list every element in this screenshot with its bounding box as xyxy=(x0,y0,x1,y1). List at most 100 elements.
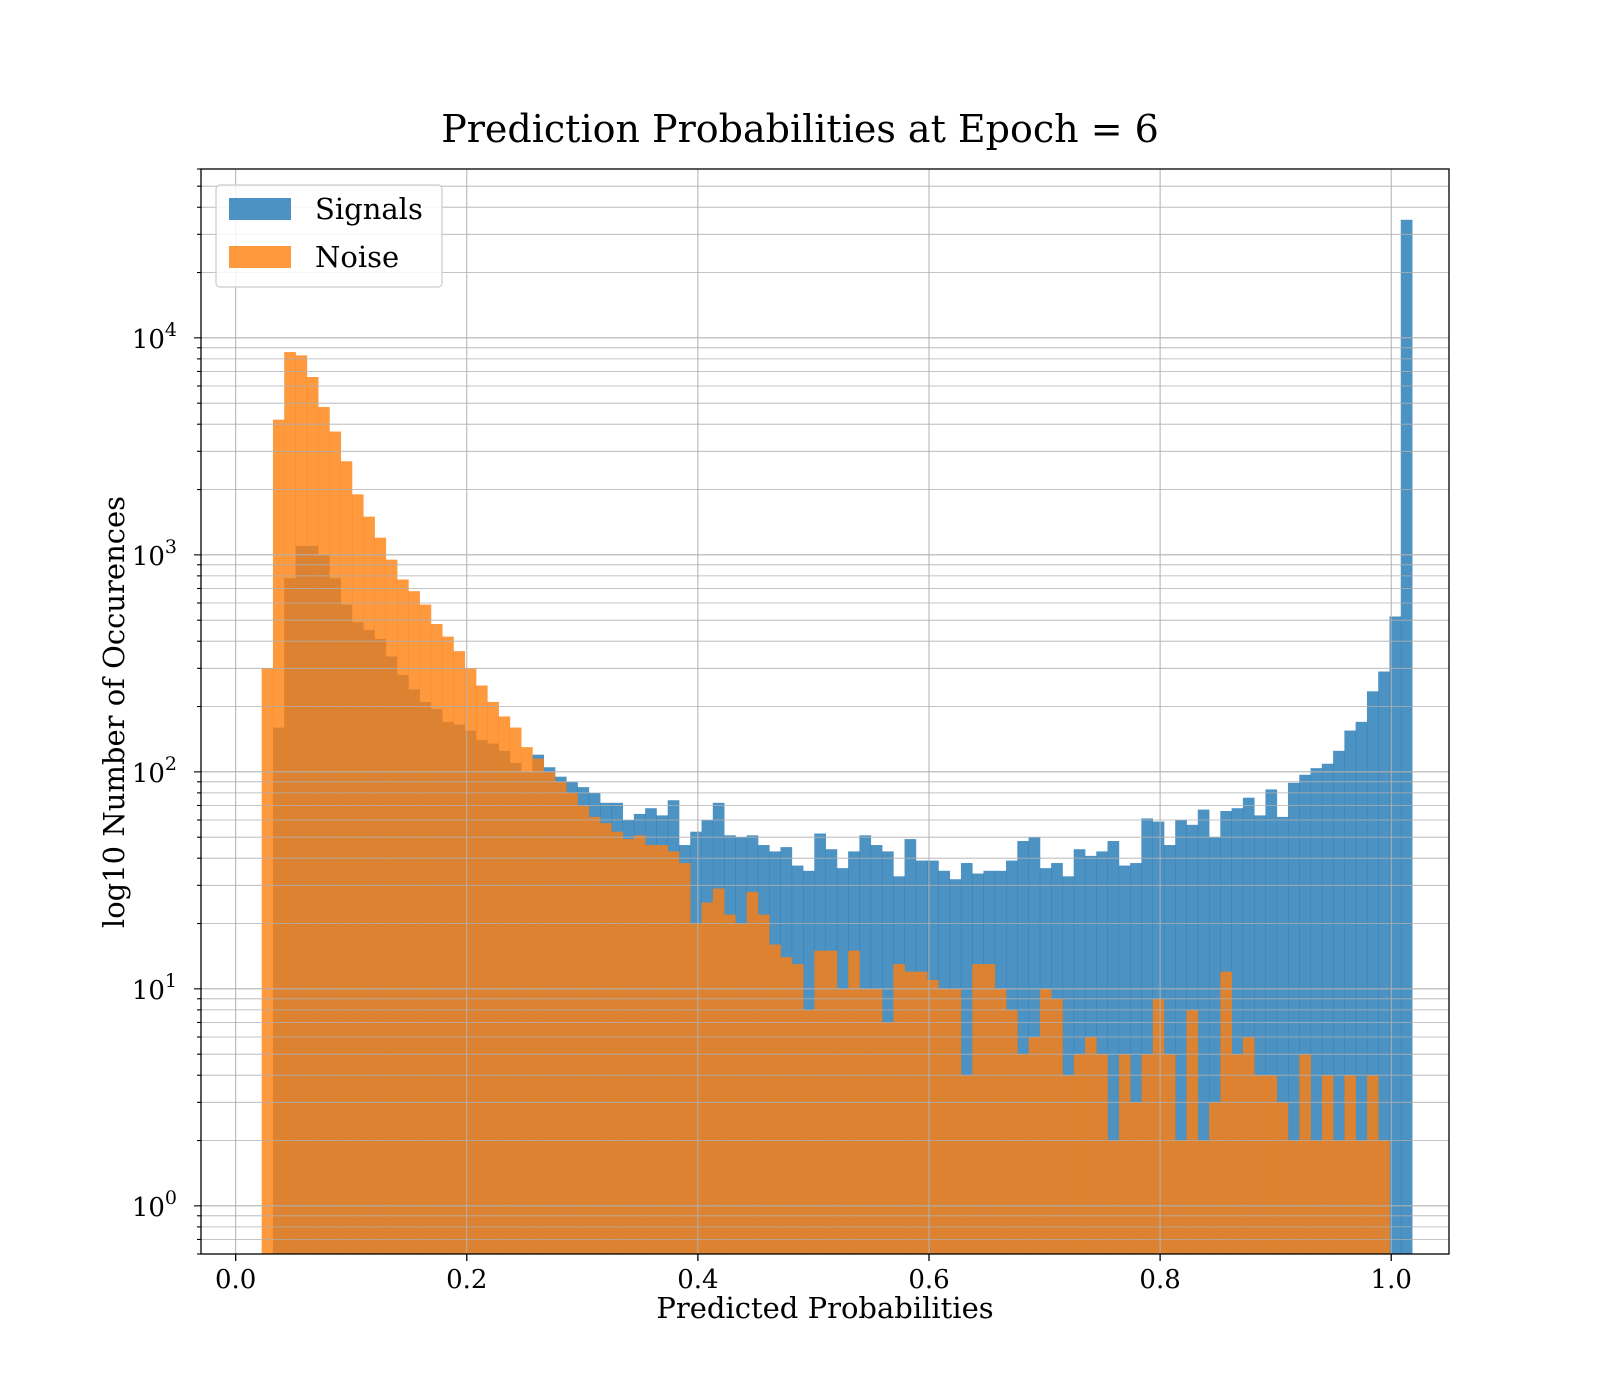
plot-area: 0.0 0.2 0.4 0.6 0.8 1.0 100 101 102 103 104 xyxy=(132,168,1450,1295)
bar-noise xyxy=(1242,1037,1255,1254)
bar-noise xyxy=(532,758,545,1254)
bar-noise xyxy=(1152,998,1165,1254)
x-axis-ticks: 0.0 0.2 0.4 0.6 0.8 1.0 xyxy=(215,1254,1412,1295)
bar-signals xyxy=(1130,863,1142,1254)
bar-noise xyxy=(453,651,466,1254)
bar-signals xyxy=(1276,816,1289,1254)
y-axis-ticks: 100 101 102 103 104 xyxy=(132,168,201,1255)
bar-noise xyxy=(1231,1054,1244,1254)
bar-noise xyxy=(1130,1102,1142,1254)
legend-swatch-noise xyxy=(229,246,291,268)
bar-noise xyxy=(1209,1102,1221,1254)
bar-noise xyxy=(498,716,511,1254)
bar-noise xyxy=(419,604,432,1254)
y-tick-label: 101 xyxy=(132,970,177,1006)
bar-noise xyxy=(656,845,669,1254)
bar-noise xyxy=(397,579,409,1254)
bar-noise xyxy=(645,845,657,1254)
y-tick-label: 100 xyxy=(132,1187,177,1223)
bar-signals xyxy=(960,863,973,1254)
bar-noise xyxy=(509,727,522,1254)
bar-noise xyxy=(408,591,420,1254)
legend: Signals Noise xyxy=(215,184,443,288)
bar-noise xyxy=(960,1075,973,1254)
bar-noise xyxy=(927,979,939,1254)
x-axis-title: Predicted Probabilities xyxy=(656,1291,993,1325)
bar-noise xyxy=(577,805,590,1254)
bar-noise xyxy=(870,988,883,1254)
bar-signals xyxy=(1287,782,1300,1254)
x-tick-label: 0.6 xyxy=(908,1265,949,1295)
bar-noise xyxy=(724,914,736,1254)
y-tick-label: 104 xyxy=(132,319,177,355)
bar-noise xyxy=(329,431,342,1254)
bar-noise xyxy=(566,792,578,1254)
bar-noise xyxy=(1378,1140,1390,1254)
bar-noise xyxy=(1084,1037,1097,1254)
bar-noise xyxy=(746,891,759,1254)
bar-noise xyxy=(972,964,984,1254)
bar-noise xyxy=(1299,1054,1311,1254)
bar-noise xyxy=(757,914,770,1254)
bar-signals xyxy=(1197,809,1210,1254)
bar-signals xyxy=(1254,815,1266,1254)
bar-noise xyxy=(261,668,274,1254)
bar-noise xyxy=(1333,1140,1345,1254)
bar-signals xyxy=(1141,818,1154,1254)
x-tick-label: 0.0 xyxy=(215,1265,256,1295)
bar-signals xyxy=(1389,616,1402,1254)
bar-signals xyxy=(1073,849,1086,1254)
bar-noise xyxy=(1186,1009,1199,1254)
bar-noise xyxy=(1107,1140,1120,1254)
y-axis-title: log10 Number of Occurences xyxy=(97,496,131,928)
bar-signals xyxy=(1231,808,1244,1254)
bar-noise xyxy=(1028,1037,1041,1254)
bar-noise xyxy=(1254,1075,1266,1254)
bar-signals xyxy=(1400,219,1413,1254)
bar-noise xyxy=(701,902,714,1254)
x-tick-label: 1.0 xyxy=(1371,1265,1412,1295)
bar-signals xyxy=(1310,768,1323,1254)
bar-noise xyxy=(1344,1075,1357,1254)
bar-noise xyxy=(690,923,702,1254)
bar-noise xyxy=(284,352,296,1254)
y-tick-label: 103 xyxy=(132,536,177,572)
bar-noise xyxy=(881,1022,894,1254)
bar-noise xyxy=(859,988,872,1254)
bar-signals xyxy=(1378,671,1390,1254)
bar-signals xyxy=(1366,691,1379,1254)
bar-noise xyxy=(1197,1140,1210,1254)
bar-noise xyxy=(543,771,556,1254)
bar-noise xyxy=(1265,1075,1278,1254)
bar-noise xyxy=(1355,1140,1368,1254)
bar-signals xyxy=(1017,841,1029,1254)
bar-noise xyxy=(1073,1054,1086,1254)
bar-signals xyxy=(1321,763,1334,1254)
legend-label-signals: Signals xyxy=(315,192,423,226)
bar-signals xyxy=(1265,789,1278,1254)
bar-signals xyxy=(1355,721,1368,1254)
bar-signals xyxy=(1107,841,1120,1254)
chart-title: Prediction Probabilities at Epoch = 6 xyxy=(441,107,1159,151)
bar-signals xyxy=(1062,876,1075,1254)
series-noise-bars xyxy=(261,352,1390,1254)
bar-noise xyxy=(475,685,488,1254)
bar-noise xyxy=(442,636,454,1254)
bar-signals xyxy=(1242,797,1255,1254)
bar-noise xyxy=(949,988,962,1254)
bar-noise xyxy=(1062,1075,1075,1254)
bar-noise xyxy=(374,537,387,1254)
bar-noise xyxy=(1006,1009,1018,1254)
bar-noise xyxy=(1039,988,1052,1254)
x-tick-label: 0.8 xyxy=(1139,1265,1180,1295)
bar-noise xyxy=(735,923,748,1254)
bar-noise xyxy=(803,1009,815,1254)
bar-noise xyxy=(1017,1054,1029,1254)
bar-noise xyxy=(588,816,601,1254)
bar-noise xyxy=(295,355,308,1254)
bar-noise xyxy=(1096,1054,1108,1254)
bar-noise xyxy=(893,964,905,1254)
bar-noise xyxy=(1287,1140,1300,1254)
